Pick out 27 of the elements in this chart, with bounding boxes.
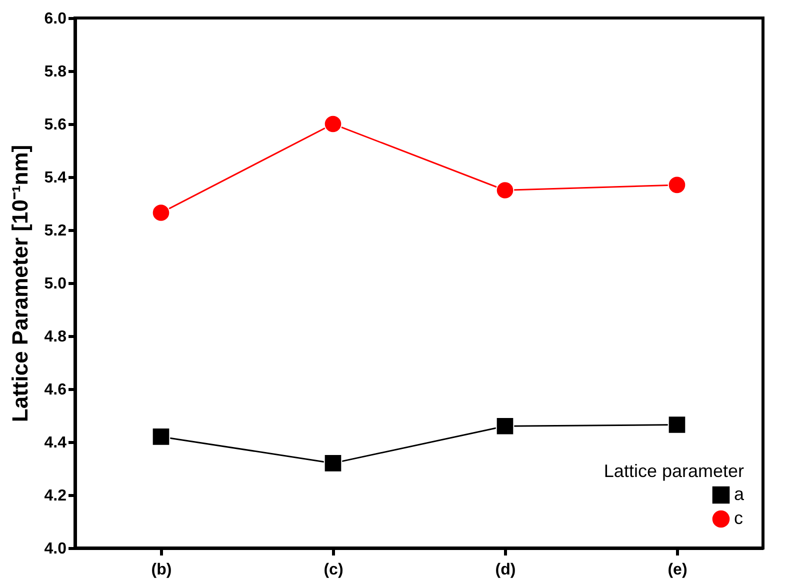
legend-title: Lattice parameter [604, 461, 744, 481]
point [152, 204, 170, 222]
x-tick-label: (b) [151, 562, 172, 578]
point [324, 454, 342, 472]
y-tick-label: 5.8 [44, 64, 67, 80]
y-tick-label: 6.0 [44, 10, 67, 28]
x-tick-label: (d) [495, 562, 516, 578]
point [324, 114, 342, 134]
y-tick-label: 5.2 [44, 222, 67, 240]
legend-label: c [734, 508, 743, 528]
y-tick-label: 4.6 [44, 382, 67, 398]
point [496, 416, 514, 436]
point [152, 428, 170, 446]
x-tick-label: (c) [324, 562, 344, 578]
x-tick-label: (e) [668, 562, 688, 578]
y-tick-label: 5.6 [44, 116, 67, 134]
point [496, 181, 514, 200]
y-tick-label: 4.0 [44, 540, 67, 558]
y-axis-title: Lattice Parameter [10⁻¹nm] [7, 144, 32, 422]
legend-label: a [734, 484, 745, 504]
point [668, 176, 686, 194]
y-tick-label: 5.0 [44, 276, 67, 292]
point [668, 416, 686, 434]
y-tick-label: 4.2 [44, 488, 67, 504]
y-tick-label: 5.4 [44, 170, 67, 186]
y-tick-label: 4.8 [44, 328, 67, 346]
y-tick-label: 4.4 [44, 434, 67, 452]
